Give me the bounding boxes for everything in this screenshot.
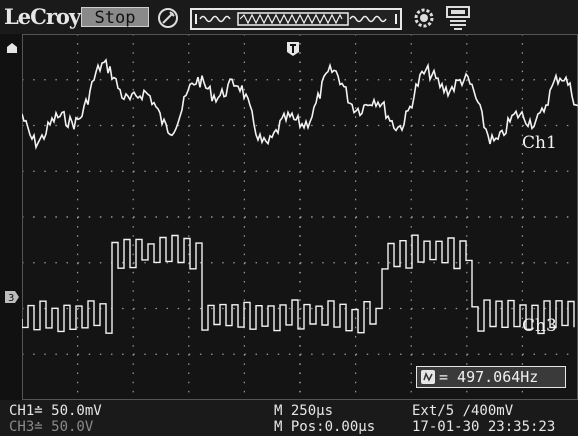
date-time: 17-01-30 23:35:23 xyxy=(412,419,556,435)
ch3-scale[interactable]: CH3≐ 50.0V xyxy=(9,419,94,435)
status-bar: CH1≐ 50.0mV CH3≐ 50.0V M 250μs M Pos:0.0… xyxy=(0,400,578,436)
ch1-trace xyxy=(22,58,578,150)
trigger-setting[interactable]: Ext/5 ∕400mV xyxy=(412,403,514,419)
ch3-label: Ch3 xyxy=(522,316,557,336)
top-toolbar: LeCroy Stop xyxy=(0,0,578,34)
usb-icon xyxy=(446,6,470,30)
ch1-label: Ch1 xyxy=(522,133,557,153)
ch3-trace xyxy=(22,234,575,335)
frequency-icon xyxy=(421,370,435,384)
ch3-level-marker-icon[interactable]: 3 xyxy=(4,289,20,305)
ground-marker-icon xyxy=(7,43,17,53)
settings-icon[interactable] xyxy=(412,6,436,30)
waveform-display xyxy=(22,34,578,400)
frequency-readout: = 497.064Hz xyxy=(416,366,566,388)
left-marker-strip xyxy=(0,34,22,400)
svg-text:3: 3 xyxy=(8,293,14,304)
brand-logo: LeCroy xyxy=(4,4,81,29)
trigger-position-icon[interactable] xyxy=(286,41,300,57)
probe-icon[interactable] xyxy=(156,6,180,30)
run-stop-button[interactable]: Stop xyxy=(81,7,149,28)
timebase[interactable]: M 250μs xyxy=(274,403,334,419)
horizontal-position[interactable]: M Pos:0.00μs xyxy=(274,419,376,435)
frequency-value: = 497.064Hz xyxy=(439,368,539,386)
record-length-icon[interactable] xyxy=(190,8,402,30)
ch1-scale[interactable]: CH1≐ 50.0mV xyxy=(9,403,102,419)
